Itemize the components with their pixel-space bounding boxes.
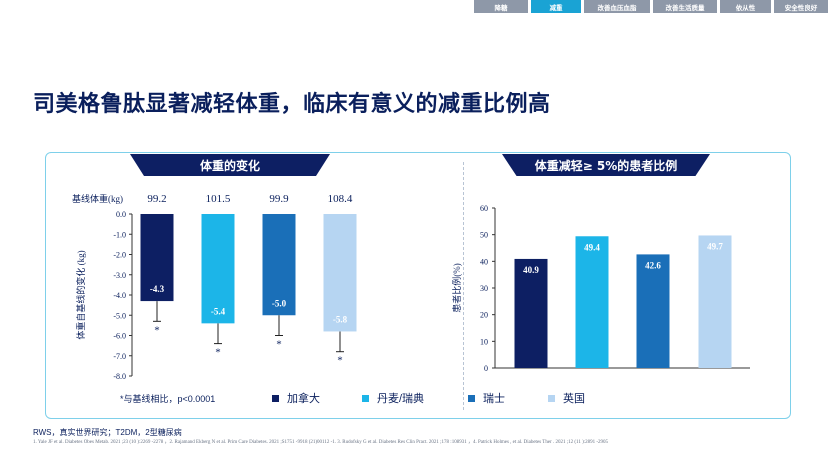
y-tick-label: -4.0 <box>113 291 126 300</box>
bar <box>201 214 235 324</box>
bar <box>140 214 174 302</box>
baseline-value: 99.2 <box>147 193 166 205</box>
footer-references: 1. Yale JF et al. Diabetes Obes Metab. 2… <box>33 440 609 445</box>
bar <box>575 236 609 368</box>
tab-2[interactable]: 改善血压血脂 <box>584 0 650 13</box>
y-tick-label: -6.0 <box>113 332 126 341</box>
bar-value-label: -5.4 <box>211 306 226 316</box>
y-tick-label: 0.0 <box>116 210 126 219</box>
legend: *与基线相比，p<0.0001 加拿大 丹麦/瑞典 瑞士 英国 <box>0 390 831 406</box>
y-tick-label: 0 <box>484 364 488 373</box>
legend-swatch <box>272 394 279 402</box>
bar-value-label: -4.3 <box>150 284 165 294</box>
legend-swatch <box>362 394 369 402</box>
legend-swatch <box>468 394 475 402</box>
bar <box>698 235 732 368</box>
y-tick-label: -8.0 <box>113 372 126 381</box>
bar-value-label: 49.4 <box>584 242 600 252</box>
significance-mark: * <box>154 324 160 336</box>
baseline-value: 99.9 <box>269 193 289 205</box>
bar-value-label: 49.7 <box>707 241 723 251</box>
tab-3[interactable]: 改善生活质量 <box>653 0 717 13</box>
left-chart-banner: 体重的变化 <box>130 154 330 176</box>
baseline-label: 基线体重(kg) <box>72 193 123 204</box>
page-title: 司美格鲁肽显著减轻体重，临床有意义的减重比例高 <box>33 92 551 117</box>
bar <box>514 258 548 368</box>
tab-4[interactable]: 依从性 <box>720 0 771 13</box>
weight-change-chart: 基线体重(kg) 99.2 101.5 99.9 108.4 0.0 -1.0 -2.0 -3.… <box>72 193 357 381</box>
tab-5[interactable]: 安全性良好 <box>774 0 828 13</box>
weight-loss-proportion-chart: 0 10 20 30 40 50 60 患者比例(%) 40.9 49.4 42.6 49.7 <box>451 204 750 373</box>
y-tick-label: -3.0 <box>113 271 126 280</box>
tab-0[interactable]: 降糖 <box>474 0 528 13</box>
tab-1[interactable]: 减重 <box>531 0 581 13</box>
legend-item: 丹麦/瑞典 <box>362 390 424 406</box>
y-tick-label: -1.0 <box>113 230 126 239</box>
y-tick-label: 40 <box>480 257 488 266</box>
bar-value-label: 42.6 <box>645 260 661 270</box>
legend-label: 英国 <box>563 393 585 405</box>
legend-label: 加拿大 <box>287 393 320 405</box>
y-axis-label: 患者比例(%) <box>451 263 462 313</box>
bar-value-label: 40.9 <box>523 265 539 275</box>
top-nav-tabs: 降糖 减重 改善血压血脂 改善生活质量 依从性 安全性良好 <box>474 0 828 14</box>
legend-swatch <box>548 394 555 402</box>
y-tick-label: 20 <box>480 311 488 320</box>
y-tick-label: 10 <box>480 337 488 346</box>
significance-note: *与基线相比，p<0.0001 <box>120 394 216 404</box>
footer-abbreviations: RWS，真实世界研究；T2DM，2型糖尿病 <box>33 428 182 437</box>
legend-item: 加拿大 <box>272 390 320 406</box>
baseline-value: 101.5 <box>206 193 231 205</box>
bar-value-label: -5.0 <box>272 298 287 308</box>
y-tick-label: 60 <box>480 204 488 213</box>
bar-value-label: -5.8 <box>333 314 348 324</box>
legend-label: 瑞士 <box>483 393 505 405</box>
bar <box>262 214 296 316</box>
y-tick-label: 30 <box>480 284 488 293</box>
significance-mark: * <box>337 355 343 367</box>
panel-divider <box>463 162 464 410</box>
significance-mark: * <box>276 339 282 351</box>
right-chart-banner: 体重减轻≥ 5%的患者比例 <box>502 154 710 176</box>
baseline-value: 108.4 <box>328 193 353 205</box>
significance-mark: * <box>215 347 221 359</box>
legend-label: 丹麦/瑞典 <box>377 393 425 405</box>
bar <box>323 214 357 332</box>
y-tick-label: -7.0 <box>113 352 126 361</box>
bar <box>636 254 670 368</box>
y-tick-label: -2.0 <box>113 251 126 260</box>
y-axis-label: 体重自基线的变化 (kg) <box>75 250 86 339</box>
y-tick-label: -5.0 <box>113 311 126 320</box>
legend-item: 英国 <box>548 390 585 406</box>
y-tick-label: 50 <box>480 231 488 240</box>
chart-panel <box>45 152 791 419</box>
legend-item: 瑞士 <box>468 390 505 406</box>
